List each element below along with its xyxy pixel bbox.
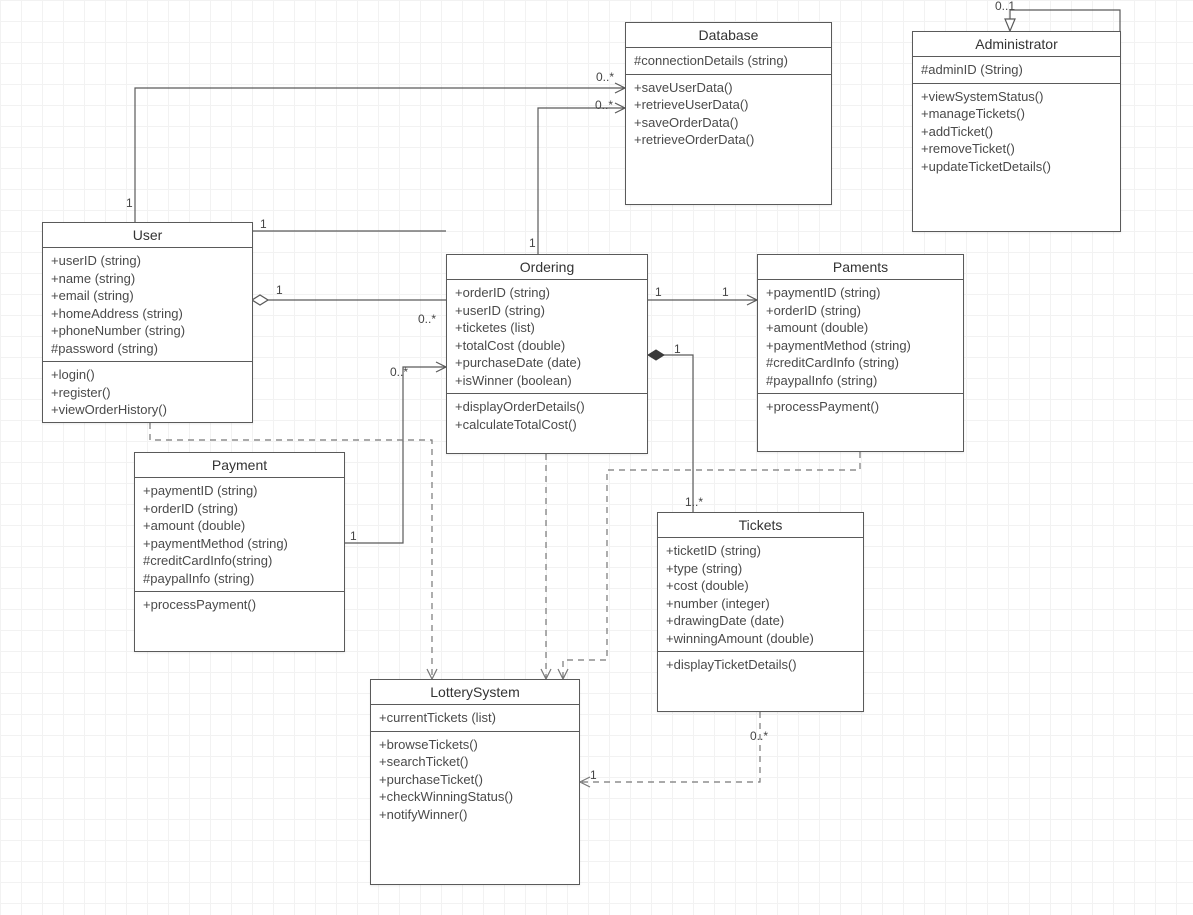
class-attrs: +paymentID (string)+orderID (string)+amo… xyxy=(758,280,963,394)
multiplicity-label: 0..* xyxy=(596,70,614,84)
multiplicity-label: 1 xyxy=(260,217,267,231)
class-title: Paments xyxy=(758,255,963,280)
class-ordering[interactable]: Ordering +orderID (string)+userID (strin… xyxy=(446,254,648,454)
multiplicity-label: 1 xyxy=(674,342,681,356)
class-attrs: #connectionDetails (string) xyxy=(626,48,831,75)
class-ops: +browseTickets()+searchTicket()+purchase… xyxy=(371,732,579,828)
class-ops: +saveUserData()+retrieveUserData()+saveO… xyxy=(626,75,831,153)
class-database[interactable]: Database #connectionDetails (string) +sa… xyxy=(625,22,832,205)
class-title: User xyxy=(43,223,252,248)
multiplicity-label: 1 xyxy=(529,236,536,250)
class-ops: +displayOrderDetails()+calculateTotalCos… xyxy=(447,394,647,437)
class-attrs: #adminID (String) xyxy=(913,57,1120,84)
multiplicity-label: 1 xyxy=(350,529,357,543)
class-ops: +displayTicketDetails() xyxy=(658,652,863,678)
class-attrs: +paymentID (string)+orderID (string)+amo… xyxy=(135,478,344,592)
class-tickets[interactable]: Tickets +ticketID (string)+type (string)… xyxy=(657,512,864,712)
diagram-canvas: Database #connectionDetails (string) +sa… xyxy=(0,0,1193,915)
class-title: Database xyxy=(626,23,831,48)
multiplicity-label: 0..* xyxy=(750,729,768,743)
class-attrs: +currentTickets (list) xyxy=(371,705,579,732)
class-ops: +processPayment() xyxy=(135,592,344,618)
multiplicity-label: 1..* xyxy=(685,495,703,509)
class-paments[interactable]: Paments +paymentID (string)+orderID (str… xyxy=(757,254,964,452)
class-lotterysystem[interactable]: LotterySystem +currentTickets (list) +br… xyxy=(370,679,580,885)
class-title: LotterySystem xyxy=(371,680,579,705)
multiplicity-label: 0..* xyxy=(595,98,613,112)
class-user[interactable]: User +userID (string)+name (string)+emai… xyxy=(42,222,253,423)
multiplicity-label: 1 xyxy=(655,285,662,299)
class-ops: +login()+register()+viewOrderHistory() xyxy=(43,362,252,423)
multiplicity-label: 0..1 xyxy=(995,0,1015,13)
multiplicity-label: 0..* xyxy=(390,365,408,379)
class-administrator[interactable]: Administrator #adminID (String) +viewSys… xyxy=(912,31,1121,232)
class-ops: +processPayment() xyxy=(758,394,963,420)
multiplicity-label: 1 xyxy=(722,285,729,299)
class-payment[interactable]: Payment +paymentID (string)+orderID (str… xyxy=(134,452,345,652)
class-title: Tickets xyxy=(658,513,863,538)
class-attrs: +ticketID (string)+type (string)+cost (d… xyxy=(658,538,863,652)
class-title: Ordering xyxy=(447,255,647,280)
class-attrs: +orderID (string)+userID (string)+ticket… xyxy=(447,280,647,394)
multiplicity-label: 1 xyxy=(126,196,133,210)
class-attrs: +userID (string)+name (string)+email (st… xyxy=(43,248,252,362)
multiplicity-label: 1 xyxy=(590,768,597,782)
multiplicity-label: 0..* xyxy=(418,312,436,326)
multiplicity-label: 1 xyxy=(276,283,283,297)
class-title: Payment xyxy=(135,453,344,478)
class-title: Administrator xyxy=(913,32,1120,57)
class-ops: +viewSystemStatus()+manageTickets()+addT… xyxy=(913,84,1120,180)
